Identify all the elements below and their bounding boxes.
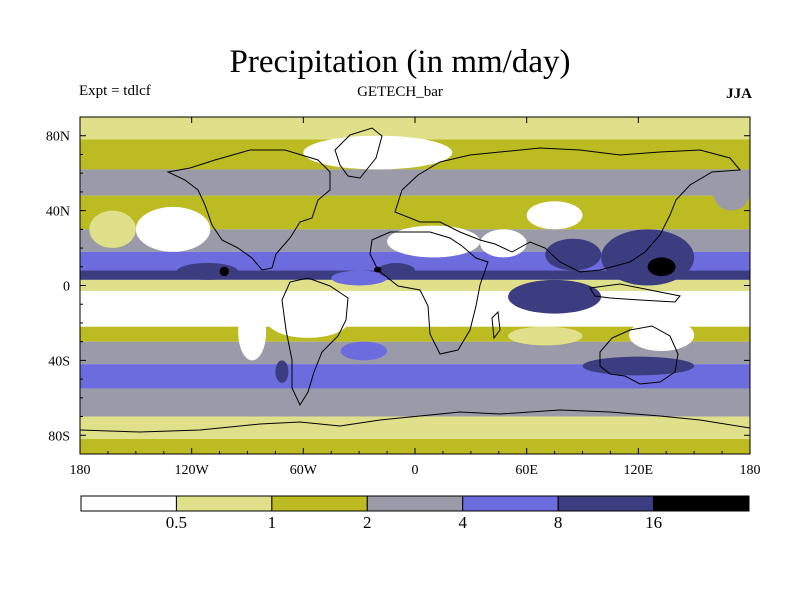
coastline-greenland — [334, 127, 383, 179]
precip-patch-15 — [266, 300, 350, 338]
precip-patch-17 — [629, 319, 695, 352]
x-tick-label-0: 180 — [70, 463, 91, 478]
map-axes: 180 120W 60W 0 60E 120E 180 80N 40N 0 40S 80S — [46, 117, 761, 478]
coastline-australia — [599, 325, 679, 385]
precip-band-6 — [80, 270, 750, 280]
precip-band-12 — [80, 388, 750, 417]
colorbar-swatch-0 — [80, 495, 177, 512]
precip-band-14 — [80, 439, 750, 454]
coastlines — [80, 127, 750, 433]
x-tick-label-2: 60W — [290, 463, 318, 478]
x-tick-label-3: 0 — [412, 463, 419, 478]
experiment-label: Expt = tdlcf — [79, 83, 151, 99]
precip-patch-10 — [545, 238, 602, 271]
precip-patch-21 — [508, 326, 583, 346]
coastline-africa — [369, 231, 489, 355]
precip-band-0 — [80, 117, 750, 140]
coastline-antarctica — [80, 409, 750, 433]
precip-patch-5 — [387, 225, 481, 258]
precip-patch-12 — [647, 257, 676, 277]
y-tick-label-4: 80S — [48, 429, 70, 444]
season-label: JJA — [726, 86, 752, 102]
precip-patch-20 — [582, 356, 695, 376]
colorbar-swatch-5 — [557, 495, 655, 512]
y-tick-label-0: 80N — [46, 130, 70, 145]
coastline-eurasia — [394, 147, 742, 273]
precip-band-7 — [80, 279, 750, 292]
coastline-indonesia — [589, 283, 681, 303]
precip-patch-4 — [331, 270, 388, 286]
colorbar-label-2: 2 — [363, 513, 372, 532]
colorbar: 0.5 1 2 4 8 16 — [80, 495, 750, 532]
colorbar-label-5: 16 — [645, 513, 662, 532]
precip-patch-14 — [238, 304, 267, 361]
precip-patch-1 — [89, 210, 136, 249]
precip-patch-2 — [176, 263, 239, 280]
coastline-north-america — [166, 149, 331, 271]
coastline-south-america — [281, 277, 349, 407]
x-tick-label-5: 120E — [624, 463, 654, 478]
precip-patch-13 — [508, 279, 602, 314]
colorbar-swatch-6 — [653, 495, 750, 512]
x-tick-label-1: 120W — [175, 463, 210, 478]
precip-patch-8 — [377, 263, 415, 279]
colorbar-label-3: 4 — [458, 513, 467, 532]
map-plot-area — [80, 117, 750, 454]
precip-band-2 — [80, 169, 750, 196]
precip-patch-19 — [340, 341, 388, 361]
chart-title: Precipitation (in mm/day) — [229, 44, 571, 80]
y-tick-label-1: 40N — [46, 205, 70, 220]
precip-patch-11 — [601, 229, 695, 286]
colorbar-swatch-2 — [271, 495, 368, 512]
colorbar-swatch-3 — [366, 495, 464, 512]
coastline-madagascar — [491, 310, 501, 340]
precip-patch-18 — [275, 360, 289, 383]
dataset-label: GETECH_bar — [357, 84, 443, 100]
y-tick-label-2: 0 — [63, 280, 70, 295]
precip-patch-3 — [219, 266, 229, 277]
x-tick-label-4: 60E — [515, 463, 538, 478]
precip-patch-7 — [526, 201, 583, 230]
y-tick-label-3: 40S — [48, 354, 70, 369]
colorbar-label-1: 1 — [268, 513, 277, 532]
colorbar-label-0: 0.5 — [166, 513, 187, 532]
x-tick-label-6: 180 — [740, 463, 761, 478]
colorbar-swatch-1 — [175, 495, 273, 512]
precip-patch-16 — [396, 294, 490, 327]
precip-patch-0 — [135, 206, 211, 252]
precip-patch-23 — [712, 173, 750, 211]
precip-patch-6 — [480, 229, 527, 258]
colorbar-label-4: 8 — [554, 513, 563, 532]
precip-band-13 — [80, 416, 750, 440]
colorbar-swatch-4 — [462, 495, 559, 512]
